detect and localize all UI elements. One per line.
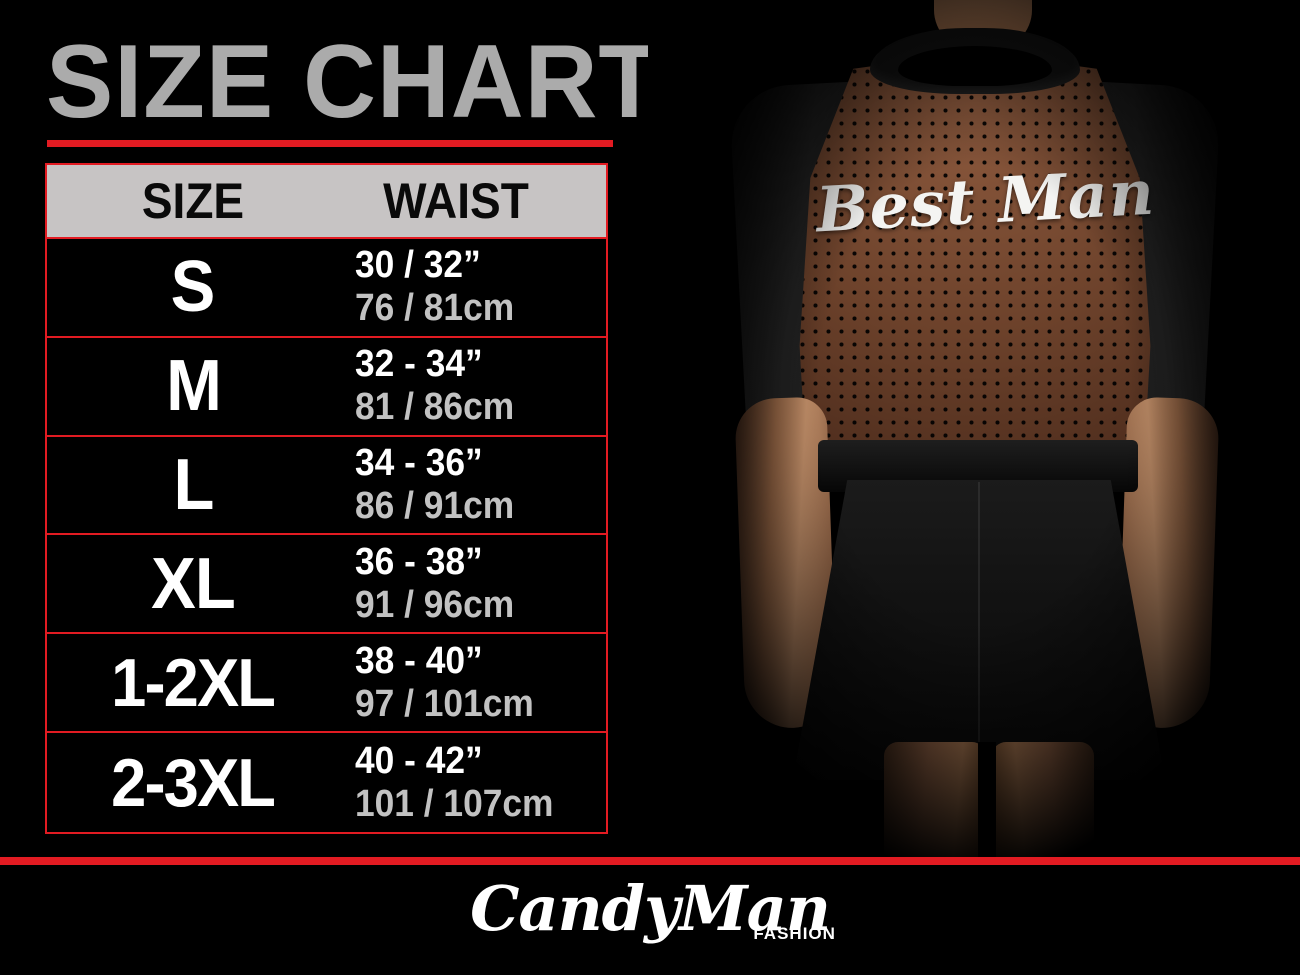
cell-waist: 38 - 40” 97 / 101cm <box>339 640 606 726</box>
product-photo: Best Man <box>648 0 1300 860</box>
size-chart-table: SIZE WAIST S 30 / 32” 76 / 81cm M 32 - 3… <box>45 163 608 834</box>
waist-centimeters: 91 / 96cm <box>355 583 515 626</box>
cell-waist: 30 / 32” 76 / 81cm <box>339 244 606 330</box>
table-header-row: SIZE WAIST <box>47 165 606 239</box>
waist-inches: 40 - 42” <box>355 739 483 782</box>
model-leg-gap <box>978 742 996 860</box>
waist-inches: 38 - 40” <box>355 639 483 682</box>
table-row: XL 36 - 38” 91 / 96cm <box>47 535 606 635</box>
cell-size: M <box>47 349 339 423</box>
model-leg-right <box>992 742 1094 860</box>
column-header-waist: WAIST <box>383 172 529 229</box>
size-value: S <box>171 247 216 328</box>
table-row: L 34 - 36” 86 / 91cm <box>47 436 606 536</box>
cell-size: 1-2XL <box>47 646 339 720</box>
cell-size: XL <box>47 547 339 621</box>
waist-centimeters: 101 / 107cm <box>355 782 554 825</box>
cell-size: 2-3XL <box>47 746 339 820</box>
brand-name: CandyMan FASHION <box>470 872 835 945</box>
waist-centimeters: 81 / 86cm <box>355 386 515 429</box>
size-value: 1-2XL <box>111 644 277 721</box>
size-value: L <box>173 445 214 526</box>
size-value: M <box>165 346 222 427</box>
cell-waist: 34 - 36” 86 / 91cm <box>339 442 606 528</box>
table-row: M 32 - 34” 81 / 86cm <box>47 337 606 437</box>
cell-waist: 36 - 38” 91 / 96cm <box>339 541 606 627</box>
size-value: XL <box>151 543 236 624</box>
waist-centimeters: 76 / 81cm <box>355 287 515 330</box>
brand-name-text: CandyMan <box>470 872 831 945</box>
title-underline-rule <box>47 140 613 147</box>
cell-size: L <box>47 448 339 522</box>
table-row: 2-3XL 40 - 42” 101 / 107cm <box>47 733 606 833</box>
cell-waist: 32 - 34” 81 / 86cm <box>339 343 606 429</box>
waist-centimeters: 97 / 101cm <box>355 682 534 725</box>
waist-inches: 32 - 34” <box>355 343 483 386</box>
garment-mesh-texture <box>799 52 1151 472</box>
waist-inches: 36 - 38” <box>355 540 483 583</box>
model-leg-left <box>884 742 986 860</box>
brand-logo: CandyMan FASHION <box>0 873 1300 945</box>
footer: CandyMan FASHION <box>0 865 1300 975</box>
garment-print-text: Best Man <box>814 155 1157 247</box>
garment-collar-inner <box>898 46 1052 86</box>
waist-inches: 34 - 36” <box>355 442 483 485</box>
table-row: 1-2XL 38 - 40” 97 / 101cm <box>47 634 606 734</box>
page-title: SIZE CHART <box>46 24 661 140</box>
table-row: S 30 / 32” 76 / 81cm <box>47 238 606 338</box>
cell-size: S <box>47 250 339 324</box>
column-header-size: SIZE <box>141 172 245 229</box>
footer-divider-rule <box>0 857 1300 865</box>
cell-waist: 40 - 42” 101 / 107cm <box>339 740 606 826</box>
garment-skirt-seam <box>978 482 980 774</box>
waist-centimeters: 86 / 91cm <box>355 485 515 528</box>
size-value: 2-3XL <box>111 744 277 821</box>
brand-tagline: FASHION <box>753 924 836 943</box>
waist-inches: 30 / 32” <box>355 244 481 287</box>
